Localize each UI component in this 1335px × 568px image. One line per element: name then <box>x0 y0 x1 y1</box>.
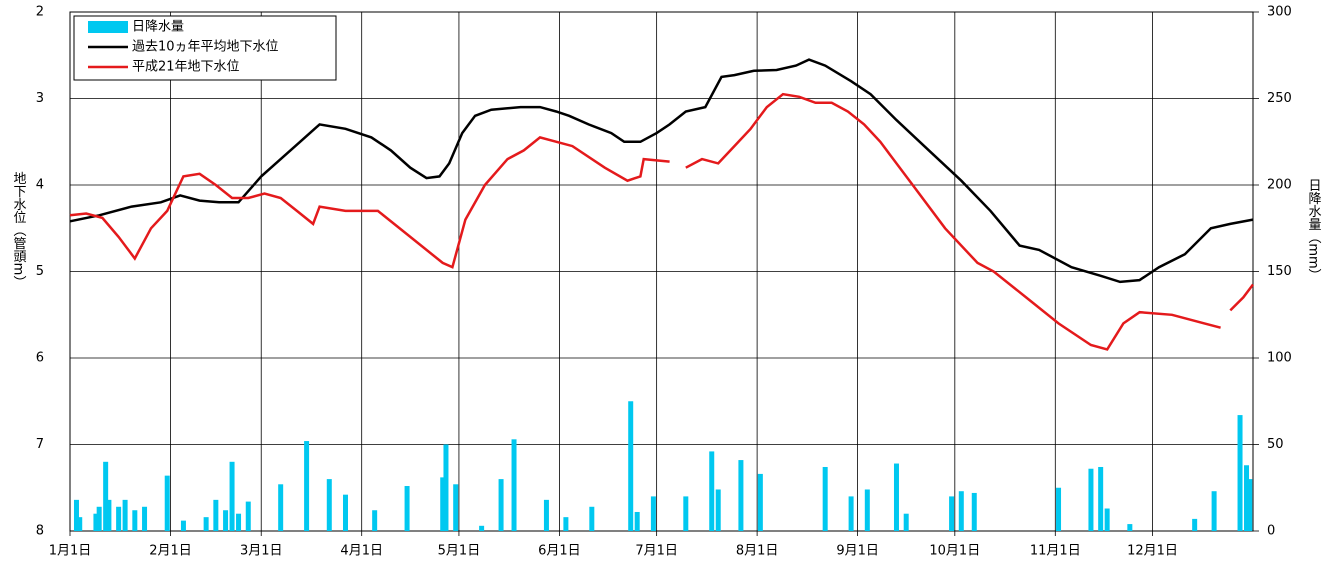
y-axis-label: 地下水位（管頭m） <box>11 172 27 289</box>
bar <box>122 499 128 531</box>
x-tick-label: 4月1日 <box>340 544 383 559</box>
bar <box>903 513 909 531</box>
bar <box>106 499 112 531</box>
bar <box>453 484 459 531</box>
bar <box>440 477 446 531</box>
bar <box>213 499 219 531</box>
bar <box>93 513 99 531</box>
x-tick-label: 11月1日 <box>1030 544 1081 559</box>
bar <box>738 460 744 531</box>
bar <box>822 466 828 531</box>
y2-tick-label: 50 <box>1267 437 1284 452</box>
bar <box>498 479 504 531</box>
y-tick-label: 7 <box>36 437 44 452</box>
x-tick-label: 2月1日 <box>149 544 192 559</box>
bar <box>1104 508 1110 531</box>
line <box>69 58 1254 284</box>
bar <box>1098 466 1104 531</box>
x-tick-label: 7月1日 <box>635 544 678 559</box>
y-tick-label: 2 <box>36 5 44 20</box>
x-tick-label: 3月1日 <box>240 544 283 559</box>
bar <box>180 520 186 531</box>
line <box>69 92 1254 351</box>
bar <box>563 517 569 531</box>
bar <box>142 506 148 531</box>
x-tick-label: 1月1日 <box>49 544 92 559</box>
bar <box>543 499 549 531</box>
legend-label: 平成21年地下水位 <box>132 60 240 75</box>
bar <box>893 463 899 531</box>
bar <box>511 439 517 531</box>
y2-tick-label: 0 <box>1267 524 1275 539</box>
bar <box>372 510 378 531</box>
bar <box>479 525 485 531</box>
bar <box>443 444 449 531</box>
x-tick-label: 5月1日 <box>438 544 481 559</box>
legend-label: 過去10ヵ年平均地下水位 <box>132 40 279 55</box>
bar <box>757 473 763 531</box>
bar <box>1237 415 1243 531</box>
bar <box>304 441 310 531</box>
bar <box>116 506 122 531</box>
bar <box>949 496 955 531</box>
y2-axis-label: 日降水量（mm） <box>1306 178 1322 281</box>
x-tick-label: 9月1日 <box>836 544 879 559</box>
bar <box>203 517 209 531</box>
bar <box>589 506 595 531</box>
bar <box>848 496 854 531</box>
bar <box>971 492 977 531</box>
x-tick-label: 8月1日 <box>736 544 779 559</box>
bar <box>245 501 251 531</box>
x-tick-label: 6月1日 <box>538 544 581 559</box>
bar <box>650 496 656 531</box>
bar <box>236 513 242 531</box>
bar <box>326 479 332 531</box>
y-tick-label: 3 <box>36 91 44 106</box>
bar <box>404 486 410 531</box>
bar <box>342 494 348 531</box>
bar <box>223 510 229 531</box>
y-tick-label: 6 <box>36 351 44 366</box>
bar <box>634 511 640 531</box>
y2-tick-label: 200 <box>1267 178 1292 193</box>
bar <box>1247 479 1253 531</box>
bar <box>77 517 83 531</box>
bar <box>1127 524 1133 531</box>
legend-swatch <box>88 21 128 33</box>
bar <box>164 475 170 531</box>
y2-tick-label: 250 <box>1267 91 1292 106</box>
bar <box>73 499 79 531</box>
y2-tick-label: 100 <box>1267 351 1292 366</box>
bar <box>1211 491 1217 531</box>
bar <box>103 461 109 531</box>
bar <box>683 496 689 531</box>
bar <box>96 506 102 531</box>
bar <box>1244 465 1250 531</box>
y-tick-label: 4 <box>36 178 44 193</box>
y2-tick-label: 300 <box>1267 5 1292 20</box>
bar <box>864 489 870 531</box>
bar <box>1192 518 1198 531</box>
bar <box>628 401 634 531</box>
bar <box>715 489 721 531</box>
bar <box>132 510 138 531</box>
x-tick-label: 10月1日 <box>929 544 980 559</box>
y2-tick-label: 150 <box>1267 264 1292 279</box>
bar <box>229 461 235 531</box>
y-tick-label: 5 <box>36 264 44 279</box>
bar <box>1088 468 1094 531</box>
bar <box>709 451 715 531</box>
bar <box>958 491 964 531</box>
bar <box>1056 487 1062 531</box>
legend-label: 日降水量 <box>132 20 184 35</box>
x-tick-label: 12月1日 <box>1127 544 1178 559</box>
y-tick-label: 8 <box>36 524 44 539</box>
bar <box>278 484 284 531</box>
